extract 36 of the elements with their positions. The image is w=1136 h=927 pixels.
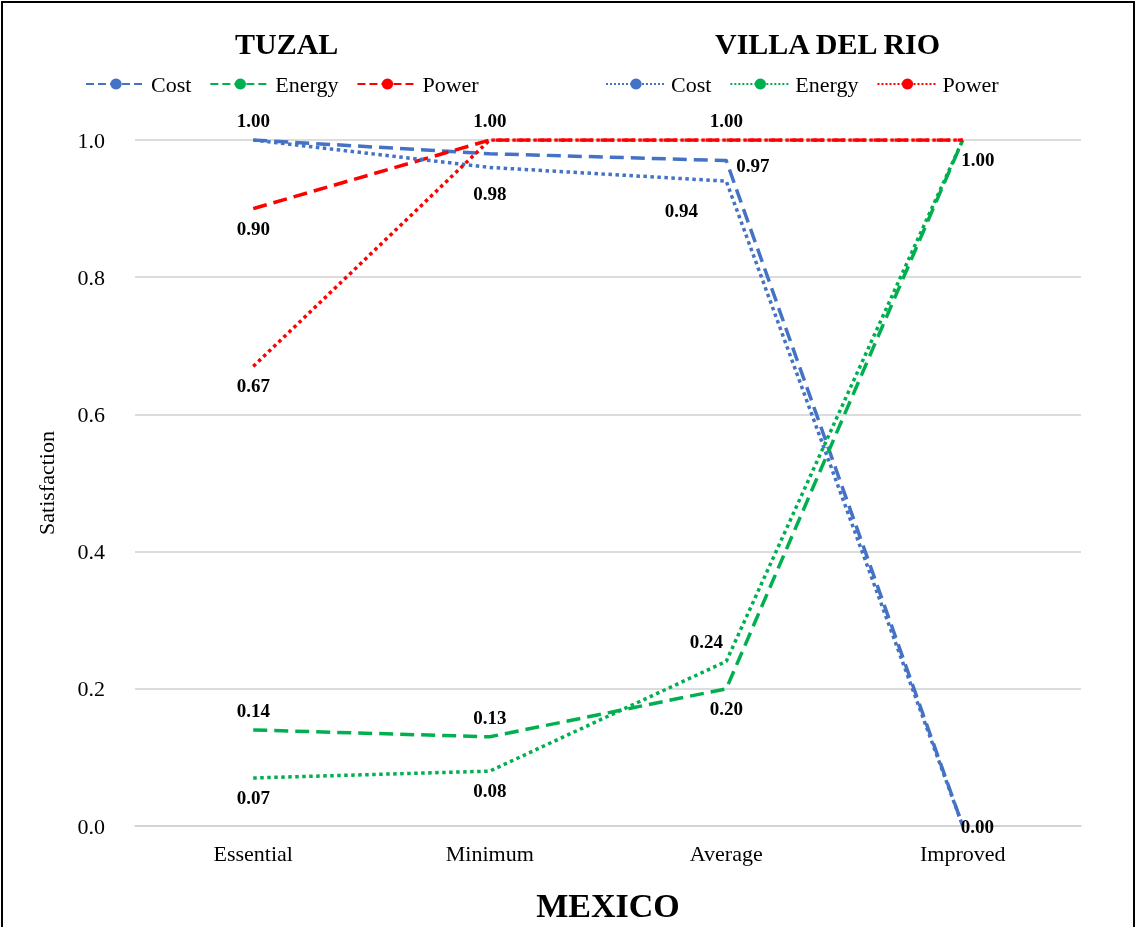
data-label: 0.07 <box>236 786 271 808</box>
legend-label: Cost <box>671 71 712 97</box>
y-tick-label: 0.8 <box>77 264 105 290</box>
x-axis-title: MEXICO <box>536 886 680 924</box>
legend-label: Energy <box>795 71 859 97</box>
data-label: 0.90 <box>236 217 270 239</box>
x-tick-label: Improved <box>919 840 1006 866</box>
y-axis-title: Satisfaction <box>33 431 59 535</box>
data-label: 0.13 <box>473 706 507 728</box>
x-tick-label: Average <box>689 840 763 866</box>
text: TUZAL <box>235 26 339 60</box>
data-label: 0.97 <box>736 155 770 177</box>
data-label: 1.00 <box>473 110 507 131</box>
data-label: 0.14 <box>236 699 271 721</box>
y-tick-label: 0.0 <box>77 813 105 839</box>
data-label: 1.00 <box>236 110 270 131</box>
y-tick-label: 0.6 <box>77 401 105 427</box>
y-tick-label: 0.4 <box>77 539 105 565</box>
data-label: 1.00 <box>961 149 995 170</box>
text: VILLA DEL RIO <box>715 26 941 60</box>
data-label: 0.00 <box>960 815 994 837</box>
data-label: 0.24 <box>689 631 724 653</box>
data-label: 0.94 <box>664 200 699 222</box>
x-tick-label: Essential <box>213 840 293 866</box>
data-label: 0.67 <box>236 375 271 397</box>
data-label: 0.08 <box>473 780 507 802</box>
legend-label: Cost <box>151 71 192 97</box>
legend-label: Power <box>422 71 480 97</box>
data-label: 0.20 <box>709 697 743 719</box>
data-label: 0.98 <box>473 182 507 204</box>
legend-label: Energy <box>275 71 339 97</box>
legend-label: Power <box>942 71 1000 97</box>
x-tick-label: Minimum <box>445 840 534 866</box>
data-label: 1.00 <box>709 110 743 131</box>
y-tick-label: 1.0 <box>77 127 105 153</box>
y-tick-label: 0.2 <box>77 676 105 702</box>
